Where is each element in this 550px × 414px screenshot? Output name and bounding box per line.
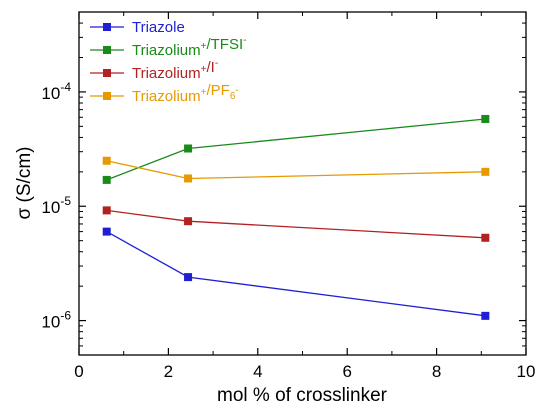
legend-marker — [103, 69, 111, 77]
x-tick-label: 10 — [517, 362, 536, 381]
legend: TriazoleTriazolium+/TFSI-Triazolium+/I-T… — [90, 19, 246, 105]
y-tick-label: 10-5 — [41, 194, 71, 217]
data-point — [184, 217, 192, 225]
data-point — [103, 228, 111, 236]
x-axis-title: mol % of crosslinker — [217, 385, 388, 406]
series-layer — [103, 115, 490, 320]
tick-labels: 0 2 4 6 8 10 10-6 10-5 10-4 — [41, 80, 535, 381]
legend-marker — [103, 46, 111, 54]
ticks — [79, 12, 526, 355]
series-line — [107, 210, 486, 237]
data-point — [184, 144, 192, 152]
data-point — [184, 174, 192, 182]
series-line — [107, 161, 486, 179]
legend-label: Triazole — [132, 19, 185, 36]
legend-marker — [103, 23, 111, 31]
data-point — [184, 273, 192, 281]
data-point — [481, 168, 489, 176]
data-point — [481, 312, 489, 320]
data-point — [103, 176, 111, 184]
y-axis-title: σ (S/cm) — [14, 147, 35, 220]
legend-label: Triazolium+/I- — [132, 58, 218, 82]
y-tick-label: 10-4 — [41, 80, 71, 103]
data-point — [103, 157, 111, 165]
data-point — [103, 206, 111, 214]
data-point — [481, 115, 489, 123]
x-tick-label: 8 — [432, 362, 441, 381]
series-line — [107, 119, 486, 180]
x-tick-label: 0 — [74, 362, 83, 381]
x-tick-label: 2 — [164, 362, 173, 381]
legend-label: Triazolium+/TFSI- — [132, 35, 246, 59]
plot-frame — [79, 12, 526, 355]
series-line — [107, 232, 486, 316]
y-tick-label: 10-6 — [41, 309, 71, 332]
data-point — [481, 234, 489, 242]
legend-label: Triazolium+/PF6- — [132, 82, 239, 105]
legend-marker — [103, 92, 111, 100]
x-tick-label: 6 — [342, 362, 351, 381]
x-tick-label: 4 — [253, 362, 262, 381]
